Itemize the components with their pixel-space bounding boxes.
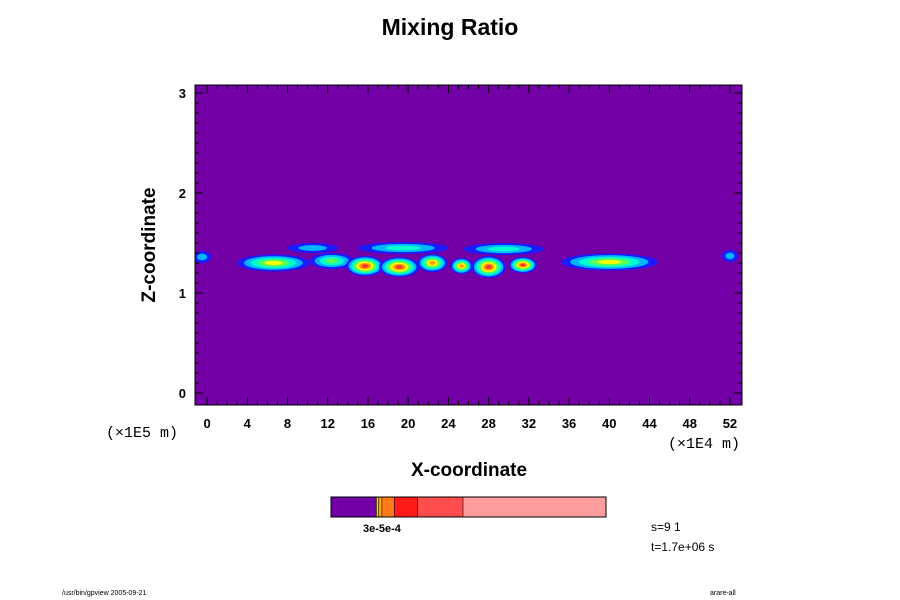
- x-tick-label: 12: [320, 416, 334, 431]
- x-scale-note: (×1E4 m): [668, 436, 741, 453]
- x-tick-label: 36: [562, 416, 576, 431]
- field-contour-2-3: [325, 258, 339, 264]
- axis-ticks: [195, 85, 742, 405]
- field-contour-env2-2: [487, 246, 520, 252]
- x-tick-label: 52: [723, 416, 737, 431]
- field-contour-9-4: [597, 259, 622, 265]
- colorbar-segment: [463, 497, 606, 517]
- footer-right: arare-all: [710, 590, 736, 597]
- y-tick-labels: 0 1 2 3: [179, 86, 186, 401]
- x-tick-labels: 0 4 8 12 16 20 24 28 32 36 40 44 48 52: [203, 416, 737, 431]
- y-tick-label: 0: [179, 386, 186, 401]
- colorbar: [330, 496, 607, 518]
- field-contour-4-6: [395, 265, 403, 269]
- field-contour-6-5: [459, 264, 464, 268]
- field-contour-5-5: [429, 261, 436, 265]
- colorbar-segment: [331, 497, 377, 517]
- x-tick-label: 32: [522, 416, 536, 431]
- chart-title: Mixing Ratio: [381, 14, 519, 40]
- colorbar-segment: [376, 497, 379, 517]
- field-contour-10-1: [725, 252, 735, 260]
- plot-background: [195, 85, 742, 405]
- y-tick-label: 3: [179, 86, 186, 101]
- field-contour-8-6: [520, 263, 526, 267]
- colorbar-segment: [417, 497, 463, 517]
- field-contour-env0-1: [298, 245, 327, 251]
- field-contour-0-1: [196, 253, 208, 261]
- x-axis-label: X-coordinate: [410, 460, 528, 481]
- colorbar-segment: [381, 497, 395, 517]
- field-contour-env1-2: [385, 245, 421, 251]
- y-tick-label: 2: [179, 186, 186, 201]
- x-tick-label: 0: [203, 416, 210, 431]
- x-tick-label: 24: [441, 416, 456, 431]
- step-info: s=9 1: [651, 520, 681, 534]
- field-contour-1-4: [264, 260, 283, 266]
- field-contour-7-6: [485, 265, 492, 269]
- x-tick-label: 8: [284, 416, 291, 431]
- colorbar-tick-label: 3e-5e-4: [363, 523, 401, 535]
- y-tick-label: 1: [179, 286, 186, 301]
- colorbar-segment: [378, 497, 382, 517]
- field-contour-3-6: [361, 264, 369, 268]
- mixing-ratio-field: [195, 242, 738, 278]
- footer-left: /usr/bin/gpview 2005-09-21: [62, 590, 147, 597]
- x-tick-label: 28: [481, 416, 495, 431]
- x-tick-label: 48: [682, 416, 696, 431]
- x-tick-label: 20: [401, 416, 415, 431]
- time-info: t=1.7e+06 s: [651, 540, 715, 554]
- colorbar-frame: [330, 496, 607, 518]
- y-scale-note: (×1E5 m): [106, 425, 179, 442]
- x-tick-label: 44: [642, 416, 657, 431]
- x-tick-label: 16: [361, 416, 375, 431]
- x-tick-label: 4: [244, 416, 252, 431]
- x-tick-label: 40: [602, 416, 616, 431]
- colorbar-segment: [394, 497, 418, 517]
